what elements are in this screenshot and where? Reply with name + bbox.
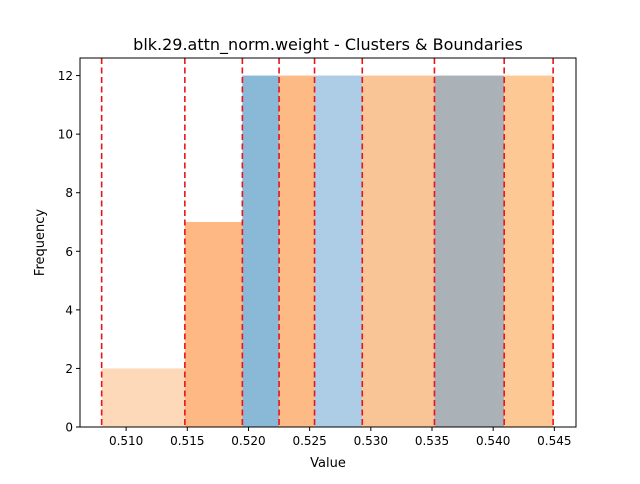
histogram-bar-2 — [184, 222, 243, 427]
y-axis-label: Frequency — [33, 209, 48, 276]
boundaries-group — [100, 58, 554, 427]
x-axis-label: Value — [310, 456, 346, 471]
y-tick-label: 10 — [58, 128, 73, 142]
y-tick-label: 8 — [65, 186, 73, 200]
y-axis-ticks: 0 2 4 6 8 10 12 — [58, 69, 80, 435]
chart-title: blk.29.attn_norm.weight - Clusters & Bou… — [133, 35, 523, 55]
x-tick-label: 0.510 — [109, 434, 143, 448]
plot-frame — [79, 57, 577, 428]
histogram-bar-7 — [434, 75, 505, 428]
x-tick-label: 0.545 — [537, 434, 571, 448]
x-tick-label: 0.540 — [476, 434, 510, 448]
y-tick-label: 0 — [65, 421, 73, 435]
histogram-bar-3 — [242, 75, 280, 428]
x-tick-label: 0.520 — [231, 434, 265, 448]
histogram-bar-1 — [101, 368, 185, 427]
y-tick-label: 6 — [65, 245, 73, 259]
x-tick-label: 0.530 — [354, 434, 388, 448]
x-tick-label: 0.515 — [170, 434, 204, 448]
y-tick-label: 4 — [65, 303, 73, 317]
x-axis-ticks: 0.510 0.515 0.520 0.525 0.530 0.535 0.540 0.545 — [109, 427, 572, 448]
x-tick-label: 0.535 — [415, 434, 449, 448]
y-tick-label: 12 — [58, 69, 73, 83]
histogram-bar-8 — [504, 75, 554, 428]
bars-group — [101, 75, 554, 428]
y-tick-label: 2 — [65, 362, 73, 376]
histogram-bar-5 — [314, 75, 363, 428]
histogram-bar-6 — [362, 75, 435, 428]
x-tick-label: 0.525 — [292, 434, 326, 448]
histogram-bar-4 — [279, 75, 315, 428]
